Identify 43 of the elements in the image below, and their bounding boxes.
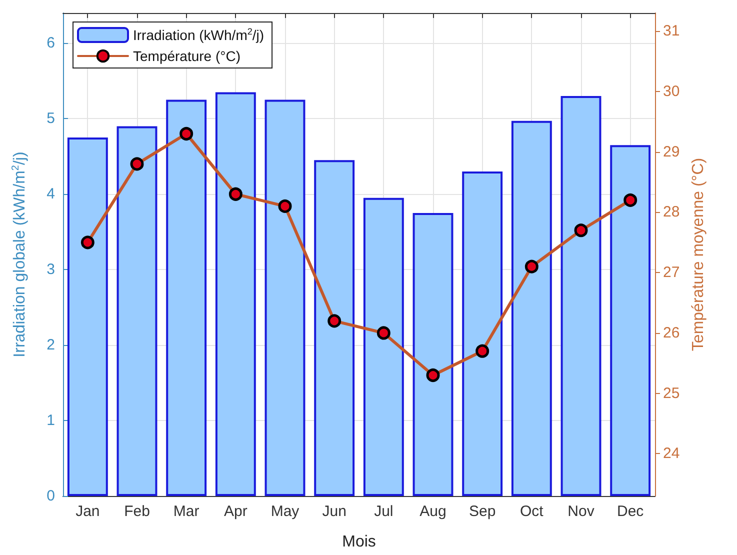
y-tick-label: 2 [46,336,55,354]
x-tick-label: Oct [520,503,544,520]
bar [264,100,306,496]
x-tick-label: Feb [124,503,150,520]
bar [314,160,355,496]
x-tick-label: Nov [568,503,595,520]
bar [462,171,503,496]
x-tick-label: Jun [322,503,346,520]
y-tick-label: 0 [46,488,55,504]
bar [166,100,207,496]
bar [511,120,552,496]
x-tick-label: Sep [468,503,496,520]
y-tick-label: 6 [46,34,55,52]
x-tick-label: Dec [616,503,644,520]
y-axis-title: Irradiation globale (kWh/m2/j) [10,152,28,358]
bar [560,96,602,496]
y2-tick-label: 24 [663,445,680,462]
y-tick-label: 5 [46,110,55,128]
y2-axis-title: Température moyenne (°C) [690,158,708,352]
y2-tick-label: 31 [663,22,680,40]
x-tick-label: Mar [173,503,200,520]
y2-tick-label: 26 [663,324,680,342]
y2-tick-label: 27 [663,264,680,282]
legend-label: Température (°C) [133,48,241,64]
x-tick-label: Aug [420,503,446,520]
x-tick-label: Apr [224,503,248,520]
bar [116,126,158,496]
y2-tick-label: 25 [663,384,680,402]
x-tick-label: May [270,503,300,520]
y2-tick-label: 30 [663,82,680,100]
y-tick-label: 4 [46,186,55,203]
bar [215,92,256,496]
bar [412,212,454,496]
x-tick-label: Jul [374,503,394,520]
bar [363,198,404,496]
x-tick-label: Jan [76,503,100,520]
y2-tick-label: 29 [663,143,680,160]
y-tick-label: 3 [46,261,55,278]
x-axis-title: Mois [342,534,376,550]
bar [610,145,651,496]
y-tick-label: 1 [46,412,55,430]
bar [67,138,108,496]
y2-tick-label: 28 [663,204,680,221]
